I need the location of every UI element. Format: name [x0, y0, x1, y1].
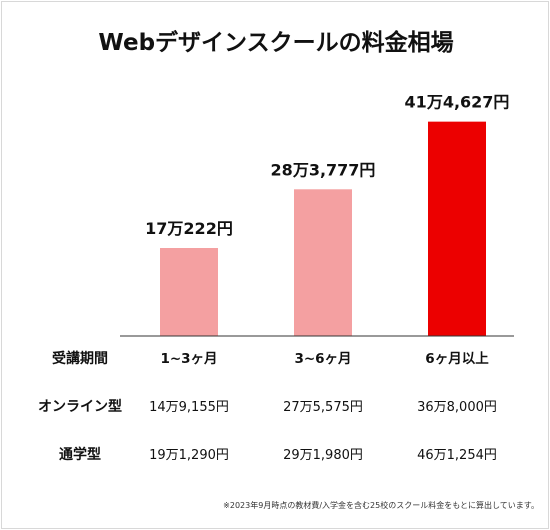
bar-1 — [160, 247, 218, 336]
value-label-1: 17万222円 — [145, 219, 233, 238]
bar-2 — [294, 189, 352, 336]
table-row: オンライン型 14万9,155円 27万5,575円 36万8,000円 — [38, 398, 497, 415]
table-cell: 14万9,155円 — [149, 400, 229, 415]
value-label-3: 41万4,627円 — [405, 93, 510, 112]
category-label-2: 3~6ヶ月 — [294, 351, 351, 367]
chart-title: Webデザインスクールの料金相場 — [98, 29, 453, 56]
table-cell: 36万8,000円 — [417, 400, 497, 415]
value-label-2: 28万3,777円 — [271, 160, 376, 179]
table-cell: 27万5,575円 — [283, 400, 363, 415]
row-label: 通学型 — [59, 446, 101, 463]
category-label-1: 1~3ヶ月 — [160, 351, 217, 367]
category-labels-group: 1~3ヶ月 3~6ヶ月 6ヶ月以上 — [160, 351, 489, 367]
category-label-3: 6ヶ月以上 — [425, 351, 489, 367]
value-labels-group: 17万222円 28万3,777円 41万4,627円 — [145, 93, 509, 238]
bars-group — [160, 121, 486, 336]
row-label: オンライン型 — [38, 398, 122, 415]
table-cell: 46万1,254円 — [417, 448, 497, 463]
table-row: 通学型 19万1,290円 29万1,980円 46万1,254円 — [59, 446, 497, 463]
table-header-label: 受講期間 — [52, 350, 108, 367]
table-cell: 19万1,290円 — [149, 448, 229, 463]
table-cell: 29万1,980円 — [283, 448, 363, 463]
bar-3 — [428, 121, 486, 336]
footnote: ※2023年9月時点の教材費/入学金を含む25校のスクール料金をもとに算出してい… — [223, 500, 539, 510]
